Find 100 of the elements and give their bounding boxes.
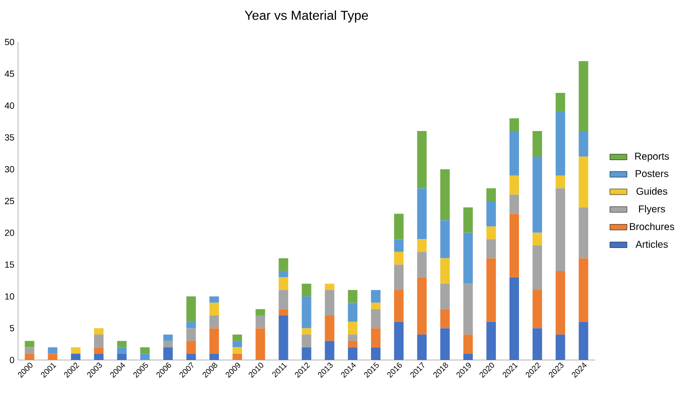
bar xyxy=(463,354,473,360)
bar xyxy=(578,207,588,258)
bar xyxy=(24,347,34,354)
bar xyxy=(556,92,566,112)
bar xyxy=(486,239,496,258)
bar xyxy=(486,226,496,240)
bar xyxy=(440,220,450,258)
bar xyxy=(440,258,450,284)
bar xyxy=(163,347,173,360)
bar xyxy=(556,188,566,271)
bar xyxy=(578,258,588,322)
bar xyxy=(556,112,566,176)
bar xyxy=(278,309,288,316)
bar xyxy=(186,340,196,354)
bar xyxy=(509,176,519,195)
y-tick-label: 35 xyxy=(4,134,14,141)
bar xyxy=(394,322,404,360)
bar xyxy=(278,277,288,290)
bar xyxy=(417,277,427,335)
bar xyxy=(302,328,312,335)
bar xyxy=(348,334,358,341)
bar xyxy=(556,270,566,335)
y-tick-label: 15 xyxy=(5,261,14,268)
bar xyxy=(70,354,80,360)
bar xyxy=(532,328,542,360)
bar xyxy=(278,290,288,310)
bar xyxy=(370,290,380,303)
bar xyxy=(140,354,150,360)
bar xyxy=(394,214,404,240)
bar xyxy=(140,347,150,354)
bar xyxy=(394,252,404,265)
y-tick-label: 5 xyxy=(10,325,14,332)
bar xyxy=(302,284,312,296)
bar xyxy=(348,302,358,322)
legend-label: Reports xyxy=(635,152,669,162)
bar xyxy=(278,315,288,360)
bar xyxy=(348,290,358,303)
bar xyxy=(302,334,312,348)
bar xyxy=(532,156,542,233)
bar xyxy=(486,322,496,360)
y-tick-label: 10 xyxy=(5,293,14,300)
bar xyxy=(324,284,334,290)
bar xyxy=(532,246,542,290)
bar xyxy=(509,194,519,214)
bar xyxy=(532,131,542,156)
bar xyxy=(117,340,127,348)
bar xyxy=(509,214,519,278)
bar xyxy=(463,284,473,335)
bar xyxy=(556,176,566,188)
bar xyxy=(463,334,473,354)
bar xyxy=(509,131,519,176)
bar xyxy=(486,258,496,322)
bar xyxy=(70,347,80,354)
bar xyxy=(278,270,288,278)
bar xyxy=(509,118,519,132)
bar xyxy=(324,290,334,316)
bar xyxy=(186,322,196,328)
y-tick-label: 30 xyxy=(4,166,14,172)
bar xyxy=(370,302,380,310)
bar xyxy=(348,322,358,335)
bar xyxy=(532,290,542,328)
bar xyxy=(394,290,404,322)
y-tick-label: 0 xyxy=(10,356,14,364)
bar xyxy=(370,347,380,360)
bar xyxy=(578,322,588,360)
bar xyxy=(324,315,334,341)
bar xyxy=(209,302,219,316)
bar xyxy=(232,340,242,348)
bar xyxy=(209,328,219,354)
bar xyxy=(532,232,542,246)
bar xyxy=(370,328,380,348)
bar xyxy=(232,354,242,360)
bar xyxy=(417,239,427,252)
bar xyxy=(370,309,380,328)
y-tick-label: 45 xyxy=(4,70,14,77)
bar xyxy=(348,347,358,360)
bar xyxy=(209,354,219,360)
bar xyxy=(163,334,173,341)
bar xyxy=(578,131,588,156)
bar xyxy=(417,334,427,360)
bar xyxy=(324,340,334,360)
bar xyxy=(417,252,427,278)
bar xyxy=(348,340,358,348)
bar xyxy=(394,264,404,290)
bar xyxy=(232,334,242,341)
bar xyxy=(94,334,104,348)
bar xyxy=(256,309,266,316)
y-tick-label: 25 xyxy=(4,198,14,204)
bar xyxy=(232,347,242,354)
bar xyxy=(186,328,196,341)
bar xyxy=(440,284,450,310)
bar xyxy=(302,347,312,360)
bar xyxy=(486,201,496,226)
legend-label: Flyers xyxy=(639,205,666,214)
bar xyxy=(209,315,219,328)
bar xyxy=(417,188,427,240)
chart-title: Year vs Material Type xyxy=(244,10,368,22)
bar xyxy=(48,347,58,354)
legend-label: Brochures xyxy=(630,222,674,230)
bar xyxy=(24,340,34,348)
